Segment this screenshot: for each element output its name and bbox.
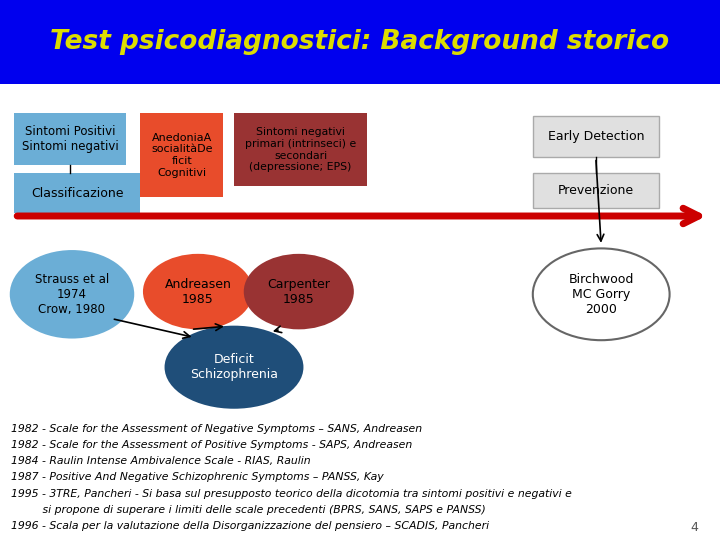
Text: Test psicodiagnostici: Background storico: Test psicodiagnostici: Background storic… bbox=[50, 29, 670, 55]
Text: 4: 4 bbox=[690, 521, 698, 534]
Text: 1996 - Scala per la valutazione della Disorganizzazione del pensiero – SCADIS, P: 1996 - Scala per la valutazione della Di… bbox=[11, 521, 489, 531]
FancyBboxPatch shape bbox=[14, 113, 126, 165]
Ellipse shape bbox=[144, 255, 252, 328]
Text: Deficit
Schizophrenia: Deficit Schizophrenia bbox=[190, 353, 278, 381]
Text: Carpenter
1985: Carpenter 1985 bbox=[267, 278, 330, 306]
FancyBboxPatch shape bbox=[234, 113, 367, 186]
Text: Birchwood
MC Gorry
2000: Birchwood MC Gorry 2000 bbox=[569, 273, 634, 316]
Text: 1987 - Positive And Negative Schizophrenic Symptoms – PANSS, Kay: 1987 - Positive And Negative Schizophren… bbox=[11, 472, 384, 483]
Text: Andreasen
1985: Andreasen 1985 bbox=[165, 278, 231, 306]
FancyBboxPatch shape bbox=[533, 173, 659, 208]
Text: Sintomi negativi
primari (intrinseci) e
secondari
(depressione; EPS): Sintomi negativi primari (intrinseci) e … bbox=[245, 127, 356, 172]
Text: Prevenzione: Prevenzione bbox=[558, 184, 634, 197]
Text: AnedoniaA
socialitàDe
ficit
Cognitivi: AnedoniaA socialitàDe ficit Cognitivi bbox=[151, 133, 212, 178]
FancyBboxPatch shape bbox=[0, 0, 720, 84]
Ellipse shape bbox=[533, 248, 670, 340]
Text: 1982 - Scale for the Assessment of Positive Symptoms - SAPS, Andreasen: 1982 - Scale for the Assessment of Posit… bbox=[11, 440, 412, 450]
FancyBboxPatch shape bbox=[140, 113, 223, 197]
Text: Classificazione: Classificazione bbox=[31, 186, 124, 200]
Text: 1984 - Raulin Intense Ambivalence Scale - RIAS, Raulin: 1984 - Raulin Intense Ambivalence Scale … bbox=[11, 456, 310, 467]
Ellipse shape bbox=[166, 327, 302, 408]
FancyBboxPatch shape bbox=[533, 116, 659, 157]
Text: Sintomi Positivi
Sintomi negativi: Sintomi Positivi Sintomi negativi bbox=[22, 125, 119, 153]
Text: si propone di superare i limiti delle scale precedenti (BPRS, SANS, SAPS e PANSS: si propone di superare i limiti delle sc… bbox=[11, 505, 485, 515]
FancyBboxPatch shape bbox=[14, 173, 140, 213]
Ellipse shape bbox=[245, 255, 353, 328]
Text: 1995 - 3TRE, Pancheri - Si basa sul presupposto teorico della dicotomia tra sint: 1995 - 3TRE, Pancheri - Si basa sul pres… bbox=[11, 489, 572, 499]
Text: 1982 - Scale for the Assessment of Negative Symptoms – SANS, Andreasen: 1982 - Scale for the Assessment of Negat… bbox=[11, 424, 422, 434]
Text: Early Detection: Early Detection bbox=[547, 130, 644, 143]
Text: Strauss et al
1974
Crow, 1980: Strauss et al 1974 Crow, 1980 bbox=[35, 273, 109, 316]
Ellipse shape bbox=[11, 251, 133, 338]
